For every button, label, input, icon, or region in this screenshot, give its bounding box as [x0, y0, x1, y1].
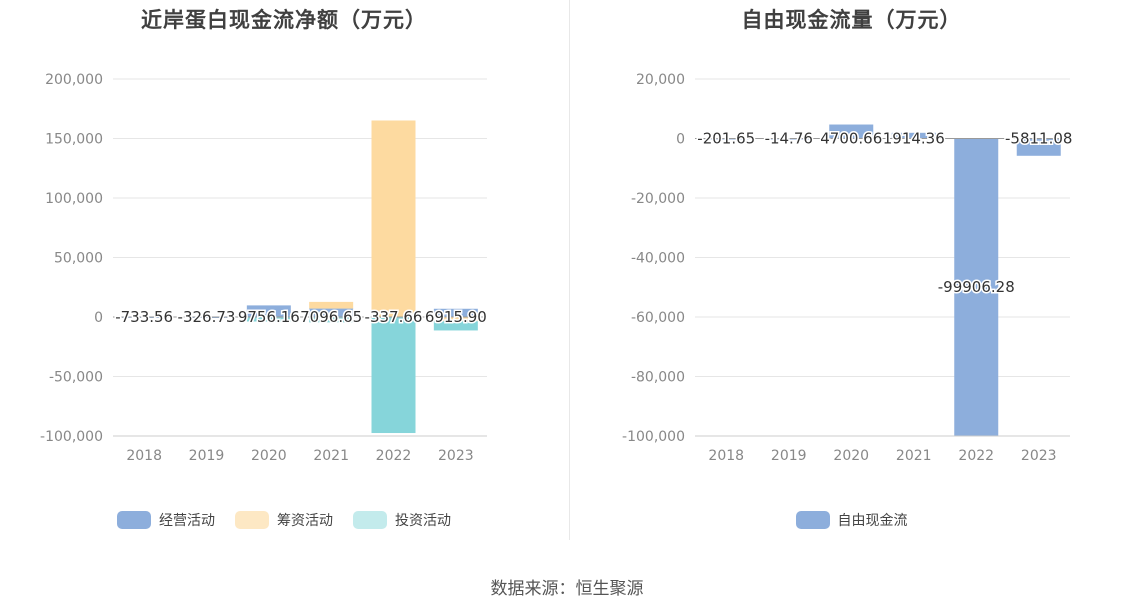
- bar: [829, 124, 874, 139]
- free-cash-flow-panel: 自由现金流量（万元） 20,000 0 -20,000 -40,000 -60,000 -…: [569, 0, 1134, 560]
- cash-flow-net-panel: 近岸蛋白现金流净额（万元） 200,000 150,000 100,000 50,00…: [0, 0, 568, 560]
- bar: [1016, 138, 1061, 156]
- panel-divider: [569, 0, 570, 540]
- y-tick-label: -60,000: [631, 310, 685, 326]
- y-tick-label: -50,000: [49, 370, 103, 386]
- y-tick-label: 100,000: [45, 191, 103, 207]
- legend: 经营活动 筹资活动 投资活动: [0, 510, 568, 530]
- data-label: 9756.16: [238, 308, 300, 326]
- bar: [246, 305, 291, 317]
- bar: [433, 321, 478, 331]
- y-tick-label: -80,000: [631, 370, 685, 386]
- legend-label: 投资活动: [395, 513, 451, 529]
- legend-label: 筹资活动: [277, 513, 333, 529]
- bar: [309, 301, 354, 309]
- bar: [309, 317, 354, 323]
- y-tick-label: -40,000: [631, 251, 685, 267]
- data-label: -14.76: [765, 130, 813, 148]
- y-tick-label: -100,000: [40, 429, 103, 445]
- bar: [433, 317, 478, 322]
- x-tick-label: 2019: [771, 448, 807, 464]
- legend-item-free-cash-flow[interactable]: 自由现金流: [795, 510, 908, 530]
- x-tick-label: 2023: [438, 448, 474, 464]
- bar: [246, 317, 291, 322]
- legend-item-investing[interactable]: 投资活动: [353, 510, 451, 530]
- x-tick-label: 2023: [1021, 448, 1057, 464]
- legend-swatch-financing: [235, 511, 269, 529]
- x-tick-label: 2019: [189, 448, 225, 464]
- y-tick-label: 0: [676, 132, 685, 148]
- x-tick-label: 2022: [376, 448, 412, 464]
- legend-item-financing[interactable]: 筹资活动: [235, 510, 333, 530]
- cash-flow-net-chart: 200,000 150,000 100,000 50,000 0 -50,000 -100,…: [40, 72, 488, 464]
- x-tick-label: 2022: [958, 448, 994, 464]
- x-tick-label: 2020: [833, 448, 869, 464]
- legend-swatch-operating: [117, 511, 151, 529]
- legend-swatch-investing: [353, 511, 387, 529]
- data-label: -201.65: [697, 130, 755, 148]
- y-tick-label: 150,000: [45, 132, 103, 148]
- data-label: 4700.66: [820, 130, 882, 148]
- y-tick-label: 20,000: [636, 72, 685, 88]
- bar: [433, 308, 478, 317]
- data-label: -99906.28: [938, 278, 1015, 296]
- bar: [954, 138, 999, 436]
- x-tick-label: 2021: [313, 448, 349, 464]
- data-label: 6915.90: [425, 308, 487, 326]
- y-tick-label: 0: [94, 310, 103, 326]
- bar: [371, 317, 416, 434]
- data-label: -326.73: [178, 308, 236, 326]
- y-tick-label: -100,000: [622, 429, 685, 445]
- x-tick-label: 2018: [126, 448, 162, 464]
- bar: [891, 132, 936, 139]
- data-label: -733.56: [115, 308, 173, 326]
- data-label: 7096.65: [300, 308, 362, 326]
- x-tick-label: 2021: [896, 448, 932, 464]
- x-tick-label: 2020: [251, 448, 287, 464]
- bar: [371, 120, 416, 317]
- bar: [309, 308, 354, 317]
- x-tick-label: 2018: [708, 448, 744, 464]
- legend-item-operating[interactable]: 经营活动: [117, 510, 215, 530]
- legend: 自由现金流: [569, 510, 1134, 530]
- free-cash-flow-chart: 20,000 0 -20,000 -40,000 -60,000 -80,000 -100,…: [622, 72, 1074, 464]
- chart-title: 自由现金流量（万元）: [741, 8, 962, 32]
- legend-label: 经营活动: [159, 513, 215, 529]
- data-label: 1914.36: [883, 130, 945, 148]
- data-label: -337.66: [365, 308, 423, 326]
- data-label: -5811.08: [1005, 130, 1072, 148]
- legend-swatch-free-cash-flow: [795, 511, 830, 529]
- y-tick-label: 50,000: [54, 251, 103, 267]
- y-tick-label: -20,000: [631, 191, 685, 207]
- y-tick-label: 200,000: [45, 72, 103, 88]
- legend-label: 自由现金流: [837, 513, 908, 529]
- data-source: 数据来源：恒生聚源: [490, 579, 644, 599]
- chart-title: 近岸蛋白现金流净额（万元）: [141, 8, 427, 32]
